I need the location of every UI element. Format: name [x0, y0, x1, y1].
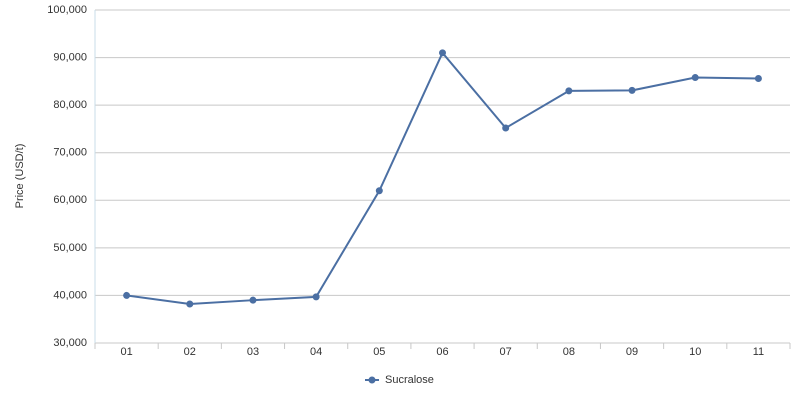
x-tick-label: 09 — [626, 346, 638, 358]
legend-label: Sucralose — [385, 374, 434, 386]
y-tick-label: 70,000 — [53, 147, 87, 159]
point — [312, 293, 320, 301]
point — [628, 86, 636, 94]
y-tick-label: 80,000 — [53, 99, 87, 111]
x-tick-label: 11 — [753, 346, 764, 358]
point — [123, 291, 131, 299]
y-axis-label: Price (USD/t) — [14, 144, 26, 209]
y-tick-label: 90,000 — [53, 51, 87, 63]
y-tick-label: 50,000 — [53, 242, 87, 254]
x-tick-label: 01 — [120, 346, 132, 358]
x-tick-label: 10 — [689, 346, 701, 358]
point — [691, 74, 699, 82]
point — [565, 87, 573, 95]
x-tick-label: 04 — [310, 346, 322, 358]
x-tick-label: 06 — [436, 346, 448, 358]
point — [186, 300, 194, 308]
x-tick-label: 03 — [247, 346, 259, 358]
y-tick-label: 60,000 — [53, 194, 87, 206]
series-line — [126, 50, 759, 305]
y-tick-label: 30,000 — [53, 337, 87, 349]
point — [439, 49, 446, 57]
point — [375, 187, 383, 195]
point — [754, 75, 762, 83]
y-tick-label: 100,000 — [47, 4, 87, 16]
point — [249, 296, 257, 304]
x-tick-label: 08 — [563, 346, 575, 358]
x-tick-label: 05 — [373, 346, 385, 358]
x-tick-label: 02 — [184, 346, 196, 358]
legend-marker — [368, 376, 376, 384]
y-tick-label: 40,000 — [53, 289, 87, 301]
x-tick-label: 07 — [500, 346, 512, 358]
point — [502, 124, 510, 132]
